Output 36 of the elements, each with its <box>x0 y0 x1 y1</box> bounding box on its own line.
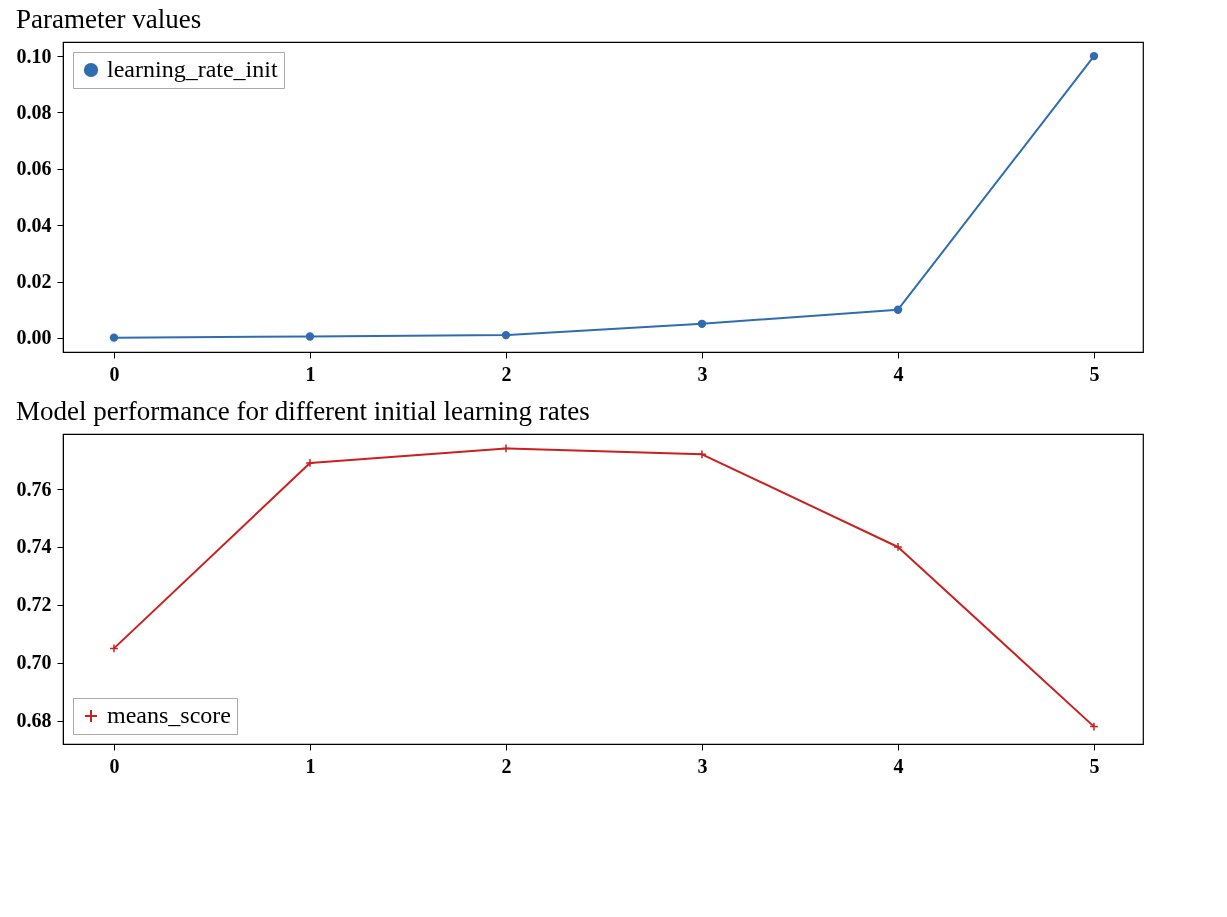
chart-title: Parameter values <box>16 4 202 34</box>
legend-label: learning_rate_init <box>107 56 278 82</box>
point <box>697 449 707 459</box>
y-tick-label: 0.74 <box>16 535 52 558</box>
point <box>305 332 315 341</box>
x-tick-label: 5 <box>1089 362 1100 385</box>
y-tick-label: 0.72 <box>16 593 52 616</box>
x-tick-label: 5 <box>1089 754 1100 777</box>
x-tick-label: 1 <box>305 362 316 385</box>
point <box>893 542 903 552</box>
point <box>1089 51 1099 61</box>
y-tick-label: 0.10 <box>16 44 52 67</box>
point <box>501 330 511 340</box>
y-tick-label: 0.70 <box>16 651 52 674</box>
y-tick-label: 0.68 <box>16 709 52 732</box>
y-tick-label: 0.04 <box>16 213 52 236</box>
x-tick-label: 3 <box>697 362 708 385</box>
point <box>305 458 315 468</box>
chart-title: Model performance for different initial learning rates <box>16 396 590 426</box>
y-tick-label: 0.08 <box>16 100 52 123</box>
x-tick-label: 0 <box>109 754 120 777</box>
x-tick-label: 3 <box>697 754 708 777</box>
x-tick-label: 4 <box>893 754 904 777</box>
x-tick-label: 2 <box>501 362 512 385</box>
y-tick-label: 0.06 <box>16 157 52 180</box>
y-tick-label: 0.76 <box>16 477 52 500</box>
y-tick-label: 0.00 <box>16 326 52 349</box>
x-tick-label: 1 <box>305 754 316 777</box>
point <box>893 305 903 314</box>
legend-label: means_score <box>107 702 231 728</box>
x-tick-label: 0 <box>109 362 120 385</box>
point <box>109 333 119 342</box>
point <box>697 319 707 328</box>
x-tick-label: 4 <box>893 362 904 385</box>
x-tick-label: 2 <box>501 754 512 777</box>
y-tick-label: 0.02 <box>16 270 52 293</box>
